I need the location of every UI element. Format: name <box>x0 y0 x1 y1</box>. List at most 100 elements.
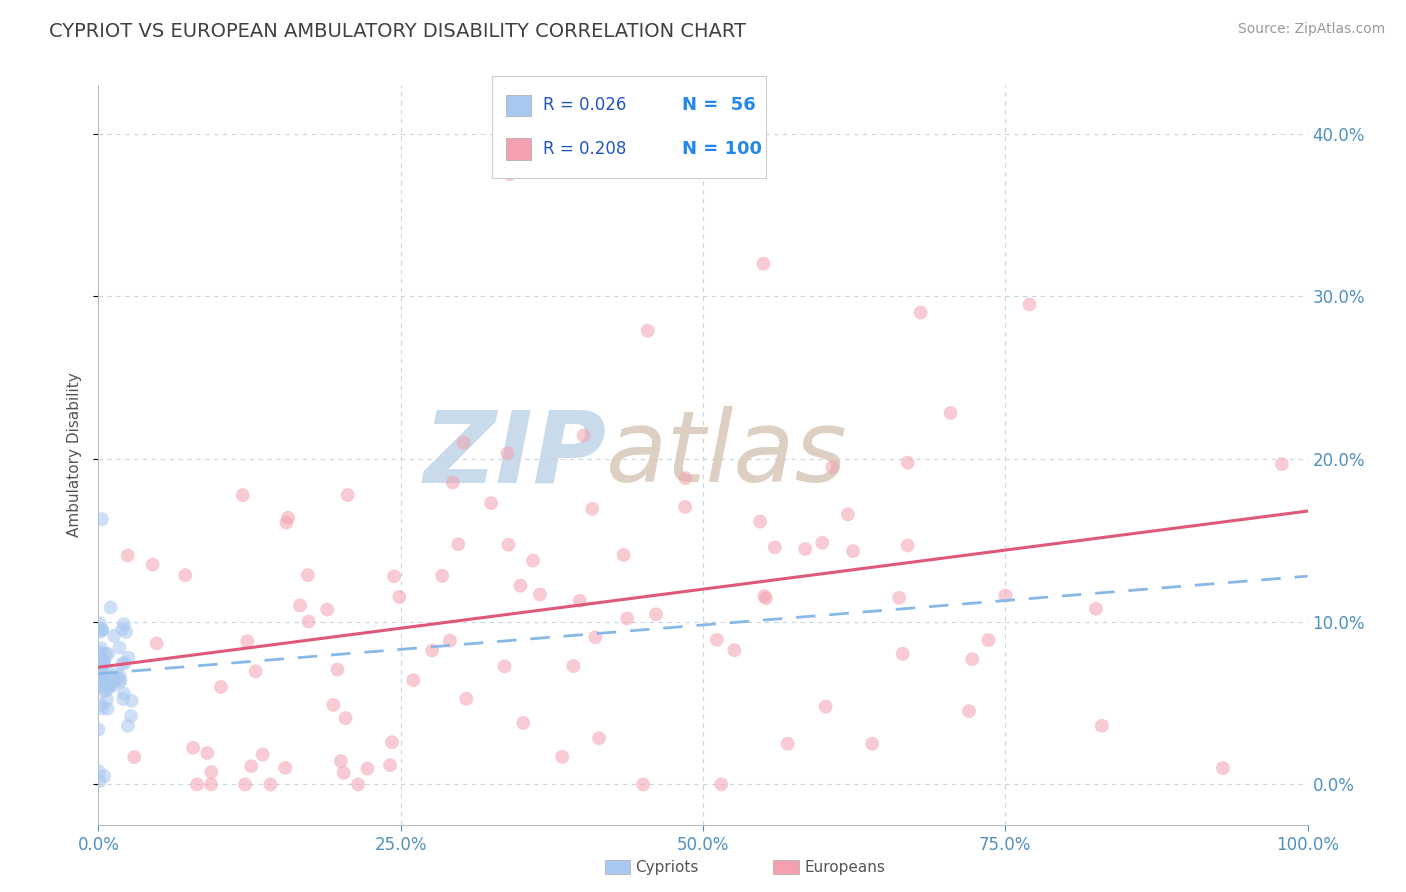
Point <box>112 692 135 706</box>
Point <box>96 647 118 661</box>
Point <box>96 664 118 678</box>
Point <box>755 591 778 606</box>
Point <box>551 749 574 764</box>
Point <box>96 693 118 707</box>
Point <box>120 709 142 723</box>
Text: N =  56: N = 56 <box>682 96 755 114</box>
Point <box>91 701 114 715</box>
Text: Europeans: Europeans <box>804 860 886 874</box>
Point <box>977 633 1000 648</box>
Point <box>1084 602 1107 616</box>
Point <box>842 544 865 558</box>
Point <box>94 675 117 690</box>
Point <box>1271 457 1294 471</box>
Point <box>117 650 139 665</box>
Point <box>121 694 143 708</box>
Point <box>496 446 519 460</box>
Point <box>91 658 114 673</box>
Text: atlas: atlas <box>606 407 848 503</box>
Point <box>200 765 222 780</box>
Point <box>322 698 344 712</box>
Point <box>381 735 404 749</box>
Point <box>402 673 425 688</box>
Point <box>316 602 339 616</box>
Point <box>706 632 728 647</box>
Point <box>1091 719 1114 733</box>
Point <box>723 643 745 657</box>
Point <box>195 746 218 760</box>
Y-axis label: Ambulatory Disability: Ambulatory Disability <box>67 373 83 537</box>
Point <box>232 488 254 502</box>
Point <box>108 640 131 655</box>
Point <box>498 538 520 552</box>
Point <box>103 629 125 643</box>
Point <box>96 677 118 691</box>
Point <box>897 456 920 470</box>
Point <box>382 569 405 583</box>
Point <box>509 579 531 593</box>
Point <box>616 611 638 625</box>
Point <box>837 508 859 522</box>
Point <box>142 558 165 572</box>
Point <box>91 623 114 637</box>
Point <box>356 762 378 776</box>
Point <box>957 704 980 718</box>
Point <box>97 647 120 661</box>
Point <box>91 680 114 694</box>
Point <box>811 536 834 550</box>
Point <box>568 594 591 608</box>
Point <box>111 622 134 636</box>
Point <box>276 516 298 530</box>
Point <box>329 754 352 768</box>
Point <box>122 750 145 764</box>
Point <box>494 659 516 673</box>
Point <box>111 657 134 671</box>
Point <box>378 758 401 772</box>
Point <box>87 670 110 684</box>
Point <box>749 515 772 529</box>
Point <box>89 774 111 789</box>
Point <box>240 759 263 773</box>
Point <box>93 655 115 669</box>
Point <box>259 777 281 791</box>
Point <box>89 616 111 631</box>
Point <box>181 740 204 755</box>
Point <box>439 633 461 648</box>
Point <box>710 777 733 791</box>
Point <box>103 673 125 687</box>
Point <box>388 590 411 604</box>
Point <box>776 737 799 751</box>
Point <box>962 652 984 666</box>
Point <box>112 617 135 632</box>
Point <box>326 663 349 677</box>
Point <box>103 678 125 692</box>
Point <box>447 537 470 551</box>
Point <box>94 683 117 698</box>
Point <box>673 500 696 514</box>
Point <box>108 675 131 690</box>
Point <box>994 589 1017 603</box>
Point <box>117 719 139 733</box>
Point <box>93 684 115 698</box>
Point <box>910 305 932 319</box>
Point <box>860 737 883 751</box>
Point <box>186 777 208 791</box>
Text: Cypriots: Cypriots <box>636 860 699 874</box>
Point <box>581 501 603 516</box>
Point <box>288 599 311 613</box>
Point <box>93 655 115 669</box>
Text: ZIP: ZIP <box>423 407 606 503</box>
Point <box>479 496 502 510</box>
Point <box>897 538 920 552</box>
Point <box>754 589 776 603</box>
Point <box>763 541 786 555</box>
Point <box>335 711 357 725</box>
Point <box>456 691 478 706</box>
Point <box>115 625 138 640</box>
Point <box>645 607 668 622</box>
Point <box>336 488 359 502</box>
Point <box>90 641 112 656</box>
Point <box>420 643 443 657</box>
Point <box>90 698 112 712</box>
Point <box>522 553 544 567</box>
